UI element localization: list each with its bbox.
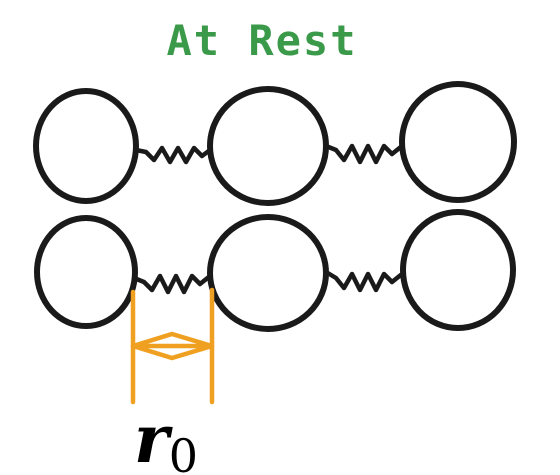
spring (131, 273, 213, 295)
label-subscript: 0 (169, 429, 198, 475)
spring-row-2 (131, 269, 405, 295)
atom-row-2 (34, 209, 516, 332)
spring-row-1 (133, 143, 405, 165)
atom-circle (207, 86, 329, 206)
atom-circle (33, 88, 139, 204)
spring (323, 143, 405, 165)
atom-row-1 (33, 81, 517, 206)
spring (323, 269, 405, 293)
label-symbol: r (134, 400, 173, 475)
spring (133, 145, 213, 165)
atom-circle (399, 81, 517, 203)
atom-circle (34, 215, 138, 329)
diagram-title: At Rest (166, 16, 357, 65)
atom-circle (400, 209, 516, 331)
atom-circle (207, 214, 329, 332)
double-arrow (130, 331, 215, 361)
distance-label: r0 (134, 400, 198, 475)
distance-marker (130, 287, 215, 405)
